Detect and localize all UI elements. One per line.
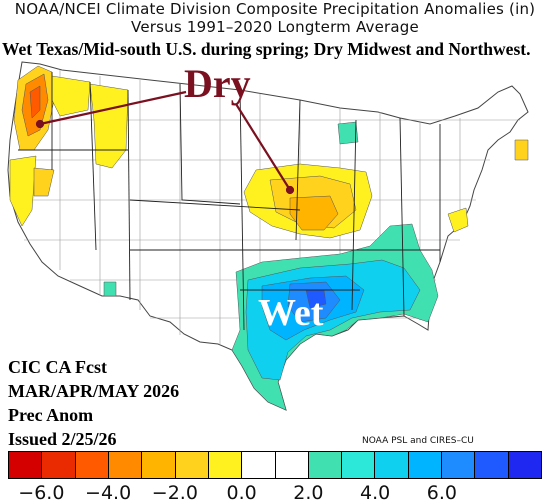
- colorbar-tick-label: −6.0: [18, 482, 65, 504]
- colorbar-cell-8: [275, 452, 309, 478]
- state-borders: [18, 72, 441, 331]
- credit-text: NOAA PSL and CIRES–CU: [362, 436, 474, 446]
- scattered-wet-spots: [103, 121, 529, 297]
- colorbar-cell-12: [408, 452, 443, 478]
- headline-annotation: Wet Texas/Mid-south U.S. during spring; …: [2, 39, 531, 59]
- colorbar-cell-11: [375, 452, 409, 478]
- colorbar-cell-14: [475, 452, 509, 478]
- colorbar-cell-15: [508, 452, 541, 478]
- colorbar-cell-1: [42, 452, 76, 478]
- dry-annotation-arrows: [35, 90, 295, 195]
- colorbar-tick-label: −2.0: [151, 482, 198, 504]
- colorbar-cell-7: [242, 452, 276, 478]
- colorbar-cell-10: [342, 452, 376, 478]
- map-title-line-1: NOAA/NCEI Climate Division Composite Pre…: [14, 0, 536, 18]
- colorbar-cell-6: [208, 452, 243, 478]
- colorbar-tick-label: 4.0: [360, 482, 391, 504]
- colorbar-cell-13: [442, 452, 476, 478]
- forecast-label-2: MAR/APR/MAY 2026: [8, 381, 180, 401]
- colorbar-cell-9: [308, 452, 343, 478]
- forecast-label-3: Prec Anom: [8, 405, 94, 425]
- colorbar-tick-label: 0.0: [226, 482, 257, 504]
- colorbar-tick-label: −4.0: [85, 482, 132, 504]
- map-title-line-2: Versus 1991–2020 Longterm Average: [131, 18, 419, 36]
- colorbar-tick-label: 2.0: [293, 482, 324, 504]
- colorbar-cell-0: [9, 452, 43, 478]
- colorbar-cell-2: [75, 452, 109, 478]
- colorbar-legend: [8, 451, 542, 479]
- forecast-label-4: Issued 2/25/26: [8, 429, 117, 449]
- wet-label: Wet: [258, 292, 324, 334]
- forecast-label-1: CIC CA Fcst: [8, 357, 107, 377]
- colorbar-tick-label: 6.0: [426, 482, 457, 504]
- colorbar-cell-5: [175, 452, 209, 478]
- colorbar-cell-4: [142, 452, 176, 478]
- colorbar-cell-3: [108, 452, 143, 478]
- dry-label: Dry: [184, 61, 251, 106]
